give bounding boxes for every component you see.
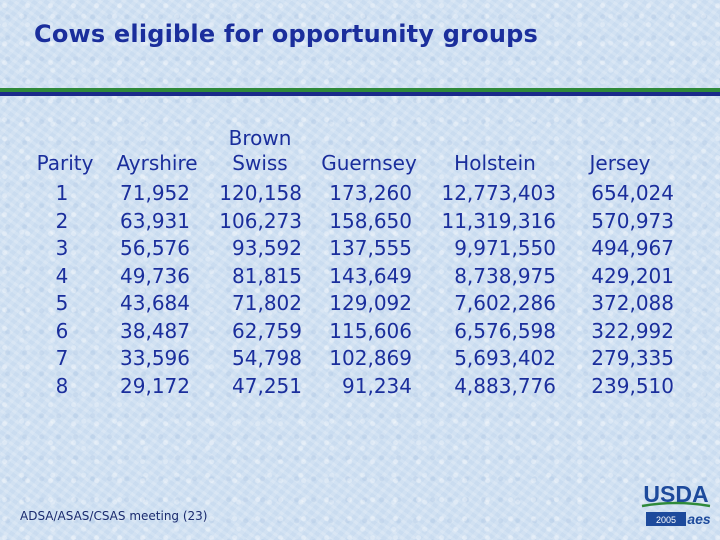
header-jersey: Jersey bbox=[589, 151, 651, 175]
table-cell: 4 bbox=[55, 263, 69, 288]
table-cell: 137,555 bbox=[329, 236, 412, 260]
table-cell: 494,967 bbox=[591, 236, 674, 260]
table-cell: 9,971,550 bbox=[454, 236, 556, 260]
column-jersey: 654,024 570,973 494,967 429,201 372,088 322,9… bbox=[580, 180, 674, 400]
table-cell: 4,883,776 bbox=[454, 373, 556, 398]
column-brown-swiss: 120,158 106,273 93,592 81,815 71,802 62,759 54… bbox=[206, 180, 302, 400]
table-cell: 12,773,403 bbox=[441, 181, 556, 205]
table-cell: 129,092 bbox=[329, 291, 412, 315]
table-cell: 11,319,316 bbox=[441, 208, 556, 233]
table-cell: 570,973 bbox=[591, 208, 674, 233]
table-cell: 115,606 bbox=[329, 318, 412, 343]
divider-green bbox=[0, 88, 720, 92]
table-cell: 54,798 bbox=[232, 346, 302, 370]
table-cell: 429,201 bbox=[591, 263, 674, 288]
table-cell: 63,931 bbox=[120, 208, 190, 233]
column-guernsey: 173,260 158,650 137,555 143,649 129,092 115,6… bbox=[316, 180, 412, 400]
table-cell: 5,693,402 bbox=[454, 346, 556, 370]
table-cell: 8,738,975 bbox=[454, 263, 556, 288]
table-cell: 372,088 bbox=[591, 291, 674, 315]
table-cell: 49,736 bbox=[120, 263, 190, 288]
column-parity: 1 2 3 4 5 6 7 8 bbox=[44, 180, 80, 400]
table-cell: 279,335 bbox=[591, 346, 674, 370]
table-cell: 91,234 bbox=[342, 373, 412, 398]
table-cell: 2 bbox=[55, 208, 69, 233]
table-cell: 33,596 bbox=[120, 346, 190, 370]
table-cell: 81,815 bbox=[232, 263, 302, 288]
table-cell: 120,158 bbox=[219, 181, 302, 205]
header-holstein: Holstein bbox=[454, 151, 536, 175]
table-cell: 143,649 bbox=[329, 263, 412, 288]
table-cell: 71,802 bbox=[232, 291, 302, 315]
table-cell: 1 bbox=[55, 181, 69, 205]
header-brown-swiss-line1: Brown bbox=[228, 126, 292, 150]
table-cell: 239,510 bbox=[591, 373, 674, 398]
table-cell: 8 bbox=[55, 373, 69, 398]
table-cell: 173,260 bbox=[329, 181, 412, 205]
table-cell: 62,759 bbox=[232, 318, 302, 343]
table-cell: 47,251 bbox=[232, 373, 302, 398]
column-ayrshire: 71,952 63,931 56,576 49,736 43,684 38,487 33,5… bbox=[100, 180, 190, 400]
table-cell: 6,576,598 bbox=[454, 318, 556, 343]
table-cell: 7,602,286 bbox=[454, 291, 556, 315]
table-cell: 654,024 bbox=[591, 181, 674, 205]
column-holstein: 12,773,403 11,319,316 9,971,550 8,738,975 7,… bbox=[420, 180, 556, 400]
header-parity: Parity bbox=[36, 151, 94, 175]
divider-navy bbox=[0, 92, 720, 96]
usda-logo-icon: USDA 2005 aes bbox=[640, 478, 712, 528]
table-cell: 322,992 bbox=[591, 318, 674, 343]
table-cell: 158,650 bbox=[329, 208, 412, 233]
logo-mark: aes bbox=[687, 511, 711, 527]
table-cell: 29,172 bbox=[120, 373, 190, 398]
table-cell: 7 bbox=[55, 346, 69, 370]
table-cell: 5 bbox=[55, 291, 69, 315]
header-ayrshire: Ayrshire bbox=[116, 151, 198, 175]
table-cell: 3 bbox=[55, 236, 69, 260]
table-cell: 71,952 bbox=[120, 181, 190, 205]
table-cell: 38,487 bbox=[120, 318, 190, 343]
header-guernsey: Guernsey bbox=[321, 151, 417, 175]
header-brown-swiss-line2: Swiss bbox=[232, 151, 288, 175]
table-cell: 106,273 bbox=[219, 208, 302, 233]
logo-year: 2005 bbox=[656, 515, 676, 525]
table-cell: 56,576 bbox=[120, 236, 190, 260]
header-brown-swiss: Brown Swiss bbox=[215, 126, 305, 176]
footer-meeting: ADSA/ASAS/CSAS meeting (23) bbox=[20, 509, 208, 523]
table-cell: 6 bbox=[55, 318, 69, 343]
slide-title: Cows eligible for opportunity groups bbox=[34, 20, 538, 48]
table-cell: 102,869 bbox=[329, 346, 412, 370]
table-cell: 93,592 bbox=[232, 236, 302, 260]
table-cell: 43,684 bbox=[120, 291, 190, 315]
